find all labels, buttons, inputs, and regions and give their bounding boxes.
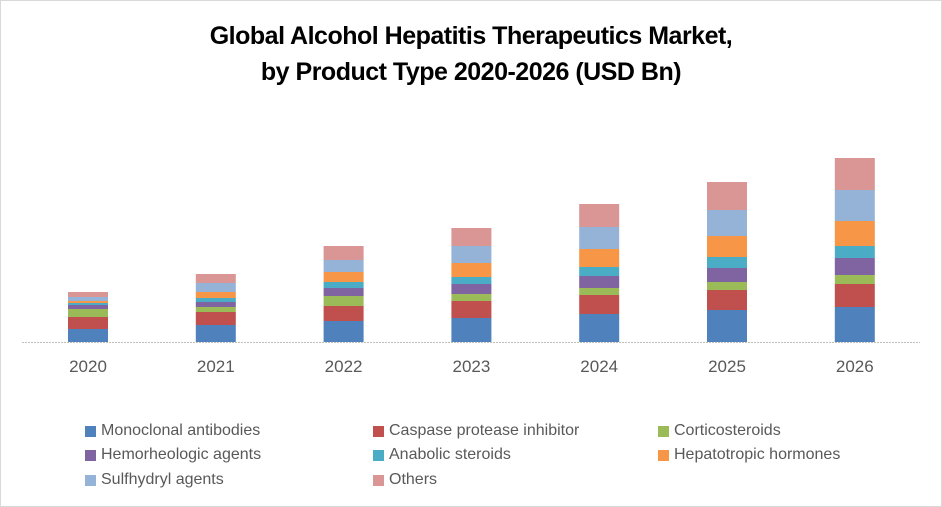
bar-segment-2022-anabolic-steroids [323, 282, 364, 288]
bar-segment-2026-hemorheologic-agents [834, 258, 875, 275]
bar-segment-2024-monoclonal-antibodies [579, 314, 620, 342]
x-tick-labels: 2020 2021 2022 2023 2024 2025 2026 [69, 357, 874, 376]
legend-label: Others [389, 471, 438, 488]
bar-segment-2024-sulfhydryl-agents [579, 227, 620, 249]
bar-segment-2023-anabolic-steroids [451, 277, 492, 284]
bar-segment-2020-anabolic-steroids [68, 303, 108, 305]
legend-swatch [373, 449, 384, 461]
legend-swatch [373, 425, 384, 437]
legend-item-corticosteroids: Corticosteroids [658, 422, 781, 440]
bar-segment-2022-hemorheologic-agents [323, 288, 364, 296]
bar-segment-2021-caspase-protease-inhibitor [195, 312, 236, 325]
bar-segment-2026-caspase-protease-inhibitor [834, 284, 875, 307]
chart-title: Global Alcohol Hepatitis Therapeutics Ma… [209, 22, 733, 50]
legend-label: Caspase protease inhibitor [389, 422, 580, 439]
bar-segment-2020-corticosteroids [68, 309, 108, 317]
x-tick-label-2025: 2025 [708, 357, 746, 376]
x-tick-label-2024: 2024 [580, 357, 618, 376]
legend-label: Corticosteroids [674, 422, 781, 439]
bar-segment-2022-corticosteroids [323, 296, 364, 306]
bar-segment-2026-corticosteroids [834, 275, 875, 284]
bar-segment-2021-monoclonal-antibodies [195, 325, 236, 342]
legend-item-hemorheologic-agents: Hemorheologic agents [85, 446, 261, 464]
legend-item-monoclonal-antibodies: Monoclonal antibodies [85, 422, 260, 440]
bar-segment-2025-others [707, 182, 747, 210]
bar-segment-2023-corticosteroids [451, 294, 492, 301]
bar-segment-2023-hepatotropic-hormones [451, 263, 492, 277]
legend-label: Hepatotropic hormones [674, 446, 841, 463]
legend-label: Monoclonal antibodies [101, 422, 261, 439]
bar-segment-2022-sulfhydryl-agents [323, 260, 364, 272]
bar-segment-2025-hemorheologic-agents [707, 268, 747, 282]
legend-swatch [85, 425, 96, 437]
bar-segment-2025-corticosteroids [707, 282, 747, 290]
legend-item-caspase-protease-inhibitor: Caspase protease inhibitor [373, 422, 579, 440]
chart-subtitle: by Product Type 2020-2026 (USD Bn) [260, 58, 682, 86]
bar-segment-2026-others [834, 158, 875, 190]
bar-segment-2021-sulfhydryl-agents [195, 283, 236, 292]
bar-segment-2020-others [68, 292, 108, 297]
legend-item-anabolic-steroids: Anabolic steroids [373, 446, 511, 464]
legend-label: Sulfhydryl agents [101, 471, 224, 488]
legend-swatch [373, 474, 384, 486]
bar-segment-2022-others [323, 246, 364, 260]
bar-segment-2026-sulfhydryl-agents [834, 190, 875, 221]
bar-segment-2020-sulfhydryl-agents [68, 297, 108, 301]
bar-segment-2024-corticosteroids [579, 288, 620, 295]
legend-item-sulfhydryl-agents: Sulfhydryl agents [85, 471, 224, 489]
legend-item-hepatotropic-hormones: Hepatotropic hormones [658, 446, 840, 464]
bar-segment-2024-others [579, 204, 620, 227]
bar-segment-2026-hepatotropic-hormones [834, 221, 875, 246]
bar-segment-2023-monoclonal-antibodies [451, 318, 492, 342]
x-tick-label-2023: 2023 [452, 357, 490, 376]
bar-segment-2020-hepatotropic-hormones [68, 301, 108, 303]
bars-group [68, 158, 875, 342]
bar-segment-2026-monoclonal-antibodies [834, 307, 875, 342]
legend-label: Anabolic steroids [389, 446, 511, 463]
bar-segment-2023-hemorheologic-agents [451, 284, 492, 294]
bar-segment-2022-hepatotropic-hormones [323, 272, 364, 282]
legend-label: Hemorheologic agents [101, 446, 262, 463]
bar-segment-2021-anabolic-steroids [195, 298, 236, 302]
bar-segment-2025-anabolic-steroids [707, 257, 747, 268]
bar-segment-2026-anabolic-steroids [834, 246, 875, 258]
legend-swatch [658, 425, 669, 437]
bar-segment-2024-hepatotropic-hormones [579, 249, 620, 267]
bar-segment-2023-caspase-protease-inhibitor [451, 301, 492, 318]
bar-segment-2024-caspase-protease-inhibitor [579, 295, 620, 314]
x-tick-label-2020: 2020 [69, 357, 107, 376]
bar-segment-2020-monoclonal-antibodies [68, 329, 108, 342]
legend-swatch [658, 449, 669, 461]
bar-segment-2024-hemorheologic-agents [579, 276, 620, 288]
bar-segment-2021-corticosteroids [195, 307, 236, 312]
bar-segment-2021-others [195, 274, 236, 283]
bar-segment-2023-sulfhydryl-agents [451, 246, 492, 263]
bar-segment-2024-anabolic-steroids [579, 267, 620, 276]
bar-segment-2022-caspase-protease-inhibitor [323, 306, 364, 321]
bar-segment-2020-hemorheologic-agents [68, 305, 108, 309]
bar-segment-2025-sulfhydryl-agents [707, 210, 747, 236]
x-tick-label-2022: 2022 [325, 357, 363, 376]
bar-segment-2023-others [451, 228, 492, 246]
bar-segment-2025-monoclonal-antibodies [707, 310, 747, 342]
legend-swatch [85, 474, 96, 486]
bar-segment-2025-caspase-protease-inhibitor [707, 290, 747, 310]
bar-segment-2020-caspase-protease-inhibitor [68, 317, 108, 329]
bar-segment-2021-hemorheologic-agents [195, 302, 236, 307]
legend-swatch [85, 449, 96, 461]
bar-segment-2021-hepatotropic-hormones [195, 292, 236, 298]
bar-segment-2022-monoclonal-antibodies [323, 321, 364, 342]
legend-item-others: Others [373, 471, 437, 489]
x-tick-label-2026: 2026 [836, 357, 874, 376]
bar-segment-2025-hepatotropic-hormones [707, 236, 747, 257]
x-tick-label-2021: 2021 [197, 357, 235, 376]
